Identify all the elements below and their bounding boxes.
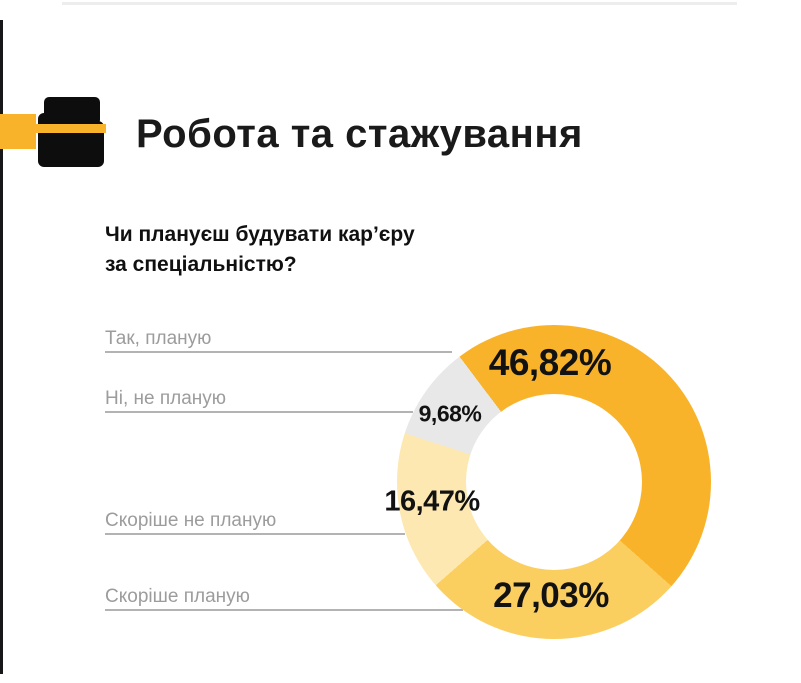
legend-item-rather-not: Скоріше не планую (105, 510, 405, 535)
chart-question: Чи плануєш будувати кар’єру за спеціальн… (105, 220, 415, 280)
legend-item-no: Ні, не планую (105, 388, 413, 413)
top-divider (62, 2, 737, 5)
folder-stripe (36, 124, 106, 133)
legend-item-yes: Так, планую (105, 328, 452, 353)
page-title: Робота та стажування (136, 112, 583, 156)
chart-question-line2: за спеціальністю? (105, 253, 297, 276)
chart-question-line1: Чи плануєш будувати кар’єру (105, 223, 415, 246)
value-label-yes: 46,82% (488, 342, 612, 383)
folder-icon (36, 97, 106, 167)
value-label-rather-not: 16,47% (384, 485, 480, 518)
value-label-no: 9,68% (418, 400, 482, 427)
legend-item-rather-yes: Скоріше планую (105, 586, 463, 611)
donut-hole (466, 394, 642, 570)
accent-band (0, 114, 36, 149)
left-edge-bar (0, 20, 3, 674)
value-label-rather-yes: 27,03% (493, 576, 609, 615)
